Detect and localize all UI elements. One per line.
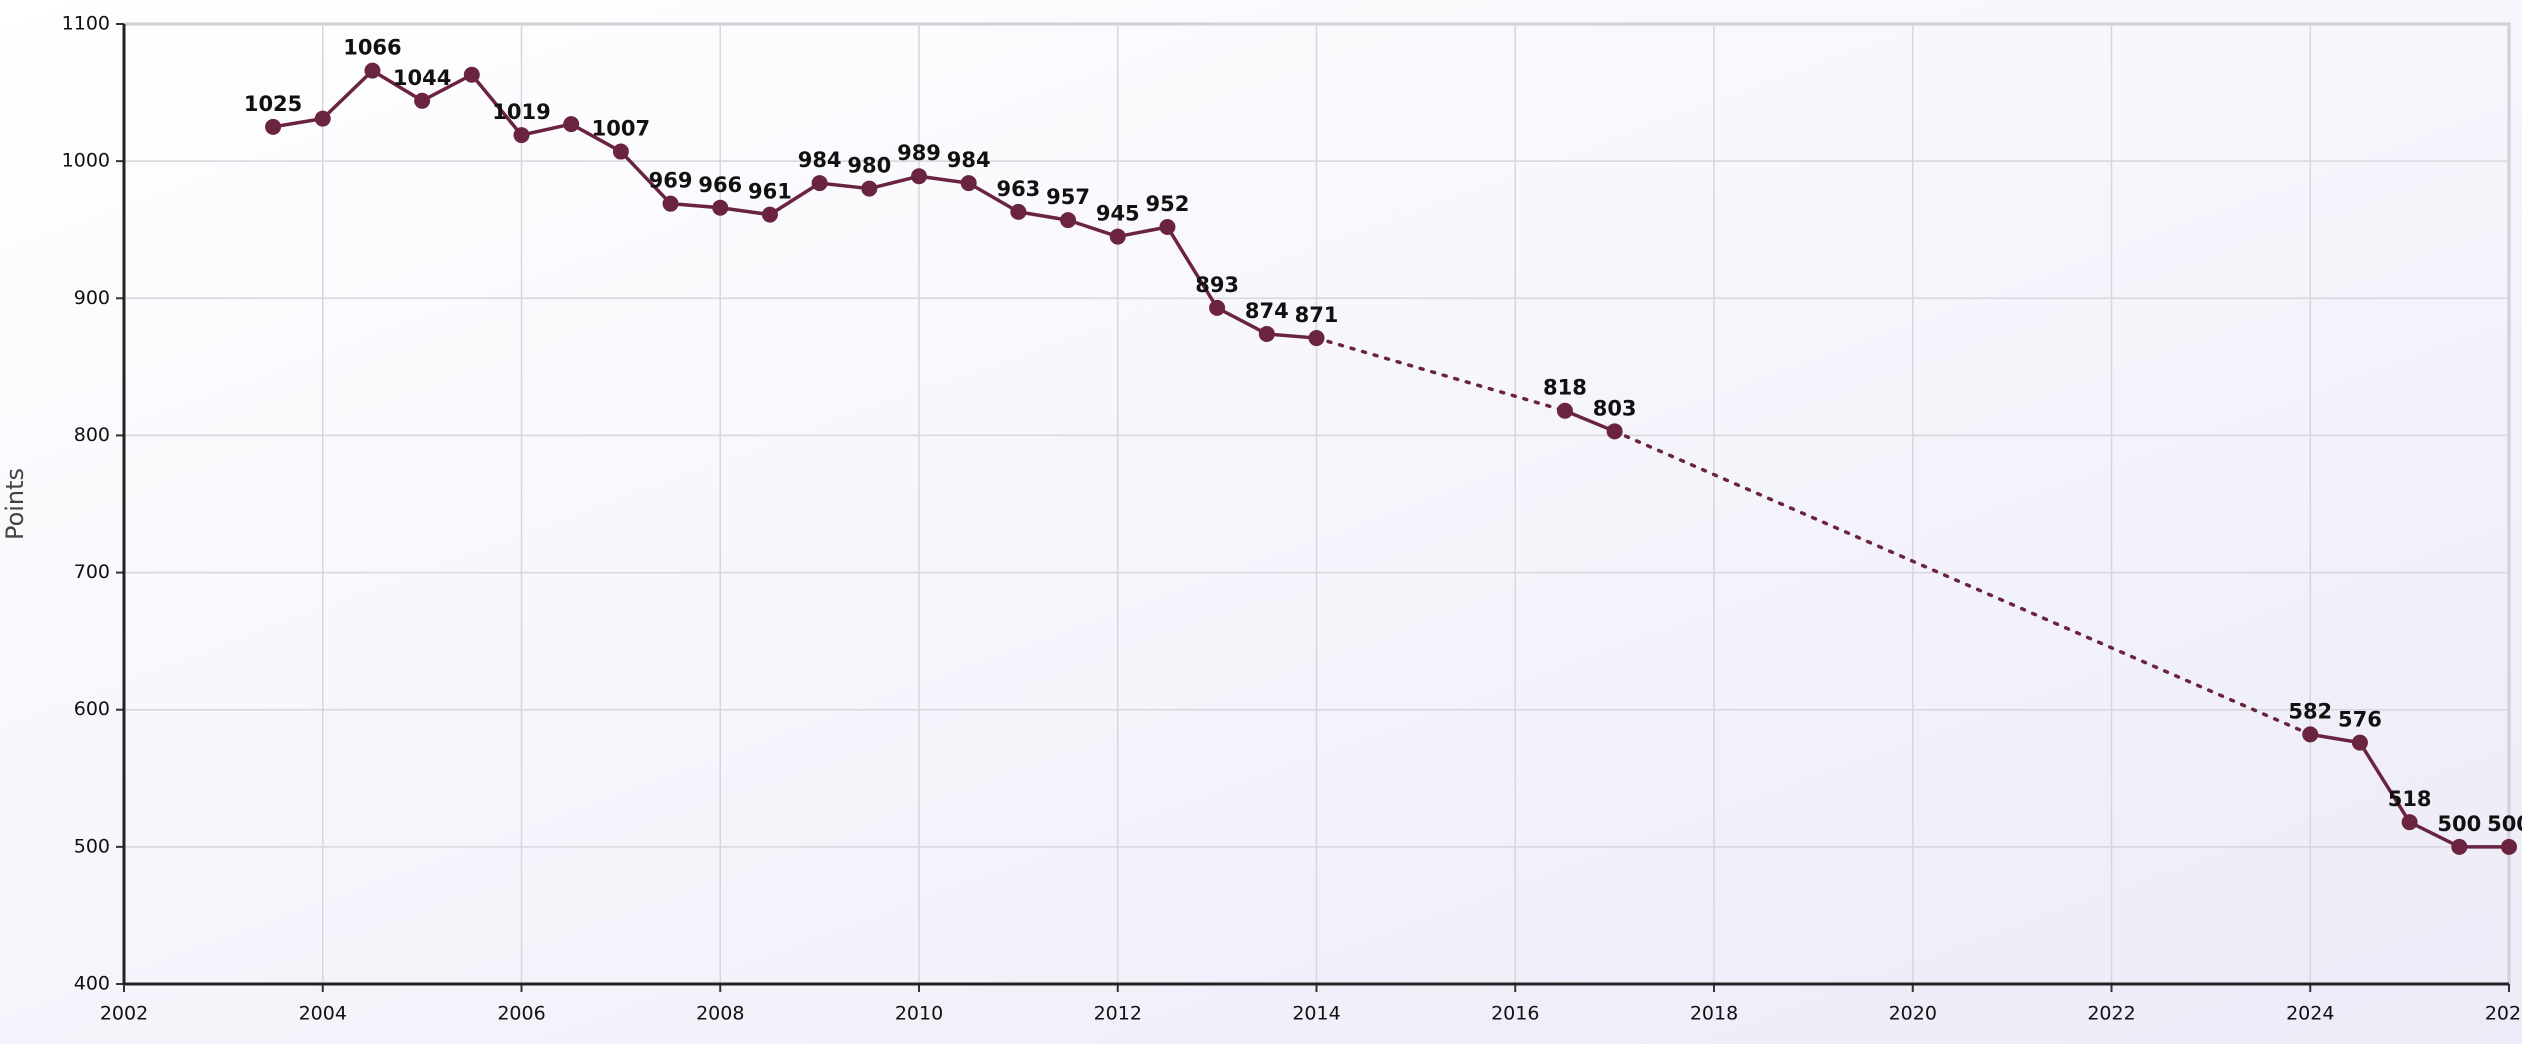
data-point xyxy=(1159,218,1176,235)
x-tick-label: 2004 xyxy=(299,1003,347,1025)
data-point xyxy=(1209,299,1226,316)
x-tick-label: 2012 xyxy=(1094,1003,1142,1025)
value-label: 945 xyxy=(1096,202,1140,226)
value-label: 957 xyxy=(1046,185,1090,209)
data-point xyxy=(463,66,480,83)
data-point xyxy=(712,199,729,216)
data-point xyxy=(2451,838,2468,855)
value-label: 989 xyxy=(897,141,941,165)
data-point xyxy=(1060,212,1077,229)
value-label: 803 xyxy=(1593,396,1637,420)
x-tick-label: 2018 xyxy=(1690,1003,1738,1025)
y-axis-title: Points xyxy=(1,468,29,540)
value-label: 966 xyxy=(698,173,742,197)
value-label: 500 xyxy=(2487,812,2522,836)
value-label: 1044 xyxy=(393,66,451,90)
value-label: 1019 xyxy=(492,100,550,124)
value-label: 893 xyxy=(1195,273,1239,297)
y-tick-label: 1000 xyxy=(62,150,110,172)
y-tick-label: 400 xyxy=(74,973,110,995)
y-tick-label: 900 xyxy=(74,287,110,309)
value-label: 518 xyxy=(2388,787,2432,811)
gap-connector xyxy=(1314,336,1567,413)
data-point xyxy=(2351,734,2368,751)
value-label: 818 xyxy=(1543,376,1587,400)
value-label: 582 xyxy=(2288,699,2332,723)
value-label: 1007 xyxy=(592,117,650,141)
data-point xyxy=(861,180,878,197)
value-label: 500 xyxy=(2437,812,2481,836)
value-label: 1025 xyxy=(244,92,302,116)
data-point xyxy=(1556,402,1573,419)
value-label: 874 xyxy=(1245,299,1289,323)
y-tick-label: 800 xyxy=(74,424,110,446)
data-point xyxy=(314,110,331,127)
data-point xyxy=(1010,203,1027,220)
data-point xyxy=(612,143,629,160)
x-tick-label: 2014 xyxy=(1292,1003,1340,1025)
x-tick-label: 2024 xyxy=(2286,1003,2334,1025)
data-point xyxy=(1308,330,1325,347)
y-tick-label: 1100 xyxy=(62,13,110,35)
data-point xyxy=(1109,228,1126,245)
data-point xyxy=(811,175,828,192)
data-point xyxy=(265,118,282,135)
value-label: 952 xyxy=(1146,192,1190,216)
data-point xyxy=(364,62,381,79)
data-point xyxy=(1258,325,1275,342)
data-point xyxy=(662,195,679,212)
x-tick-label: 2020 xyxy=(1889,1003,1937,1025)
value-label: 980 xyxy=(847,154,891,178)
value-label: 871 xyxy=(1295,303,1339,327)
value-label: 961 xyxy=(748,180,792,204)
value-label: 984 xyxy=(947,148,991,172)
x-tick-label: 2026 xyxy=(2485,1003,2522,1025)
data-point xyxy=(911,168,927,185)
data-point xyxy=(2302,726,2319,743)
series-line xyxy=(1564,409,1616,433)
x-tick-label: 2002 xyxy=(100,1003,148,1025)
x-tick-label: 2006 xyxy=(497,1003,545,1025)
value-label: 969 xyxy=(649,169,693,193)
value-label: 963 xyxy=(996,177,1040,201)
value-label: 984 xyxy=(798,148,842,172)
data-point xyxy=(513,127,530,144)
data-point xyxy=(761,206,778,223)
x-tick-label: 2016 xyxy=(1491,1003,1539,1025)
data-point xyxy=(414,92,431,109)
y-tick-label: 600 xyxy=(74,698,110,720)
y-tick-label: 700 xyxy=(74,561,110,583)
value-label: 1066 xyxy=(343,36,401,60)
series-line xyxy=(272,68,1317,340)
x-tick-label: 2022 xyxy=(2087,1003,2135,1025)
y-tick-label: 500 xyxy=(74,835,110,857)
data-point xyxy=(1606,423,1623,440)
data-point xyxy=(2401,814,2418,831)
gap-connector xyxy=(1612,429,2312,737)
data-point xyxy=(960,175,977,192)
x-tick-label: 2010 xyxy=(895,1003,943,1025)
value-label: 576 xyxy=(2338,708,2382,732)
data-point xyxy=(563,116,580,133)
x-tick-label: 2008 xyxy=(696,1003,744,1025)
data-point xyxy=(2501,838,2517,855)
